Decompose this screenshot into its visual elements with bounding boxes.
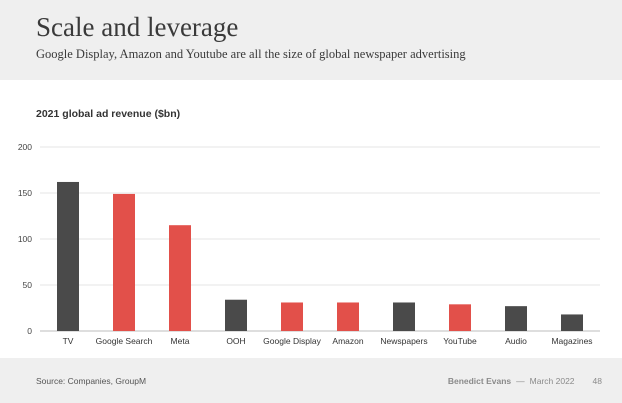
source-note: Source: Companies, GroupM <box>36 376 147 386</box>
bar-meta <box>169 225 191 331</box>
bar-ooh <box>225 299 247 331</box>
y-tick-label: 100 <box>18 234 32 244</box>
x-tick-label: Audio <box>505 336 527 346</box>
page-number: 48 <box>592 376 602 386</box>
y-tick-label: 0 <box>27 326 32 336</box>
bar-newspapers <box>393 302 415 331</box>
x-tick-label: YouTube <box>443 336 477 346</box>
y-tick-label: 50 <box>23 280 33 290</box>
bar-magazines <box>561 314 583 331</box>
bar-tv <box>57 181 79 331</box>
x-tick-label: Google Display <box>263 336 321 346</box>
y-tick-label: 150 <box>18 188 32 198</box>
y-tick-label: 200 <box>18 142 32 152</box>
x-tick-label: TV <box>63 336 74 346</box>
credit-separator: — <box>516 376 525 386</box>
credit: Benedict Evans — March 2022 48 <box>448 376 602 386</box>
x-tick-label: OOH <box>226 336 245 346</box>
x-tick-label: Magazines <box>551 336 592 346</box>
header-band: Scale and leverage Google Display, Amazo… <box>0 0 622 80</box>
bar-audio <box>505 306 527 331</box>
bar-chart: 0 50 100 150 200 TV Google Search Meta OOH Google… <box>18 142 600 346</box>
bar-google-search <box>113 193 135 331</box>
chart-title: 2021 global ad revenue ($bn) <box>36 108 181 120</box>
x-tick-label: Newspapers <box>380 336 427 346</box>
footer-band: Source: Companies, GroupM Benedict Evans… <box>0 358 622 403</box>
bar-youtube <box>449 304 471 331</box>
bar-google-display <box>281 302 303 331</box>
page-subtitle: Google Display, Amazon and Youtube are a… <box>36 47 466 61</box>
bar-amazon <box>337 302 359 331</box>
page-title: Scale and leverage <box>36 12 239 42</box>
x-tick-label: Google Search <box>96 336 153 346</box>
x-tick-label: Amazon <box>332 336 363 346</box>
author-name: Benedict Evans <box>447 376 512 386</box>
presentation-date: March 2022 <box>529 376 575 386</box>
x-tick-label: Meta <box>171 336 190 346</box>
